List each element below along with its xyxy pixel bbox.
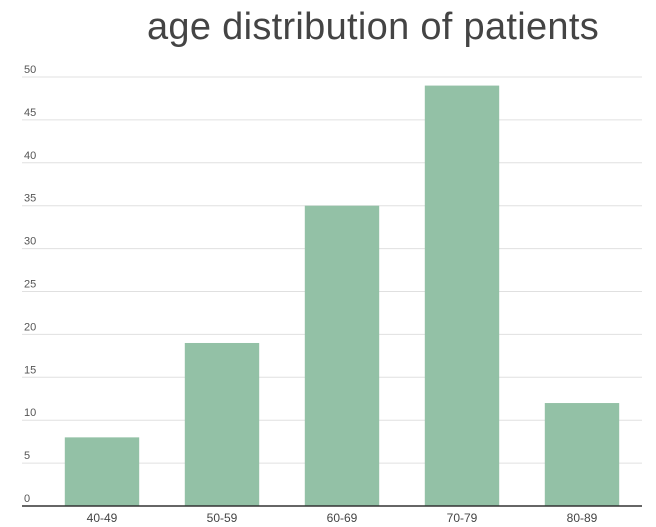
chart-title: age distribution of patients: [146, 6, 600, 48]
bar-70-79: [424, 85, 500, 506]
y-tick-label: 25: [24, 279, 36, 291]
bar-80-89: [544, 403, 620, 506]
y-tick-label: 0: [24, 493, 30, 505]
x-tick-label: 80-89: [567, 511, 598, 525]
y-axis-ticks: 0 5 10 15 20 25 30 35 40 45 50: [24, 64, 36, 505]
x-tick-label: 40-49: [87, 511, 118, 525]
y-tick-label: 40: [24, 150, 36, 162]
y-tick-label: 30: [24, 236, 36, 248]
y-tick-label: 35: [24, 193, 36, 205]
x-tick-label: 70-79: [447, 511, 478, 525]
bar-50-59: [184, 342, 260, 506]
bars: [64, 85, 620, 506]
y-tick-label: 20: [24, 321, 36, 333]
x-axis-labels: 40-49 50-59 60-69 70-79 80-89: [87, 511, 598, 525]
x-tick-label: 50-59: [207, 511, 238, 525]
y-tick-label: 5: [24, 450, 30, 462]
bar-60-69: [304, 205, 380, 506]
y-tick-label: 15: [24, 364, 36, 376]
y-tick-label: 50: [24, 64, 36, 76]
y-tick-label: 45: [24, 107, 36, 119]
x-tick-label: 60-69: [327, 511, 358, 525]
y-tick-label: 10: [24, 407, 36, 419]
bar-40-49: [64, 437, 140, 506]
